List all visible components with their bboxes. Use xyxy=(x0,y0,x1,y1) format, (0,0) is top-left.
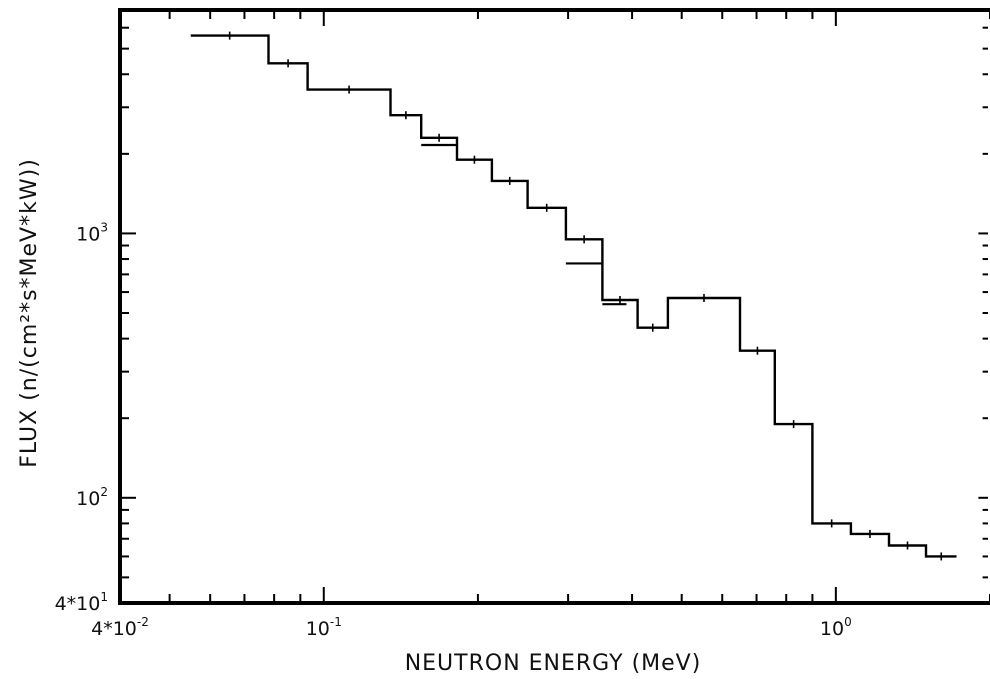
x-tick-label: 4*10-2 xyxy=(91,615,149,640)
x-tick-label: 100 xyxy=(820,615,852,640)
x-axis: 4*10-2 10-1 100 xyxy=(91,10,990,640)
plot-frame xyxy=(120,8,990,605)
y-tick-label: 4*101 xyxy=(55,590,108,615)
y-tick-label: 103 xyxy=(76,220,108,245)
x-tick-label: 10-1 xyxy=(306,615,342,640)
x-axis-label: NEUTRON ENERGY (MeV) xyxy=(405,651,702,676)
flux-step-line xyxy=(191,36,957,557)
y-axis-label: FLUX (n/(cm²*s*MeV*kW)) xyxy=(17,158,42,468)
y-tick-label: 102 xyxy=(76,485,108,510)
series-layer xyxy=(191,32,957,561)
